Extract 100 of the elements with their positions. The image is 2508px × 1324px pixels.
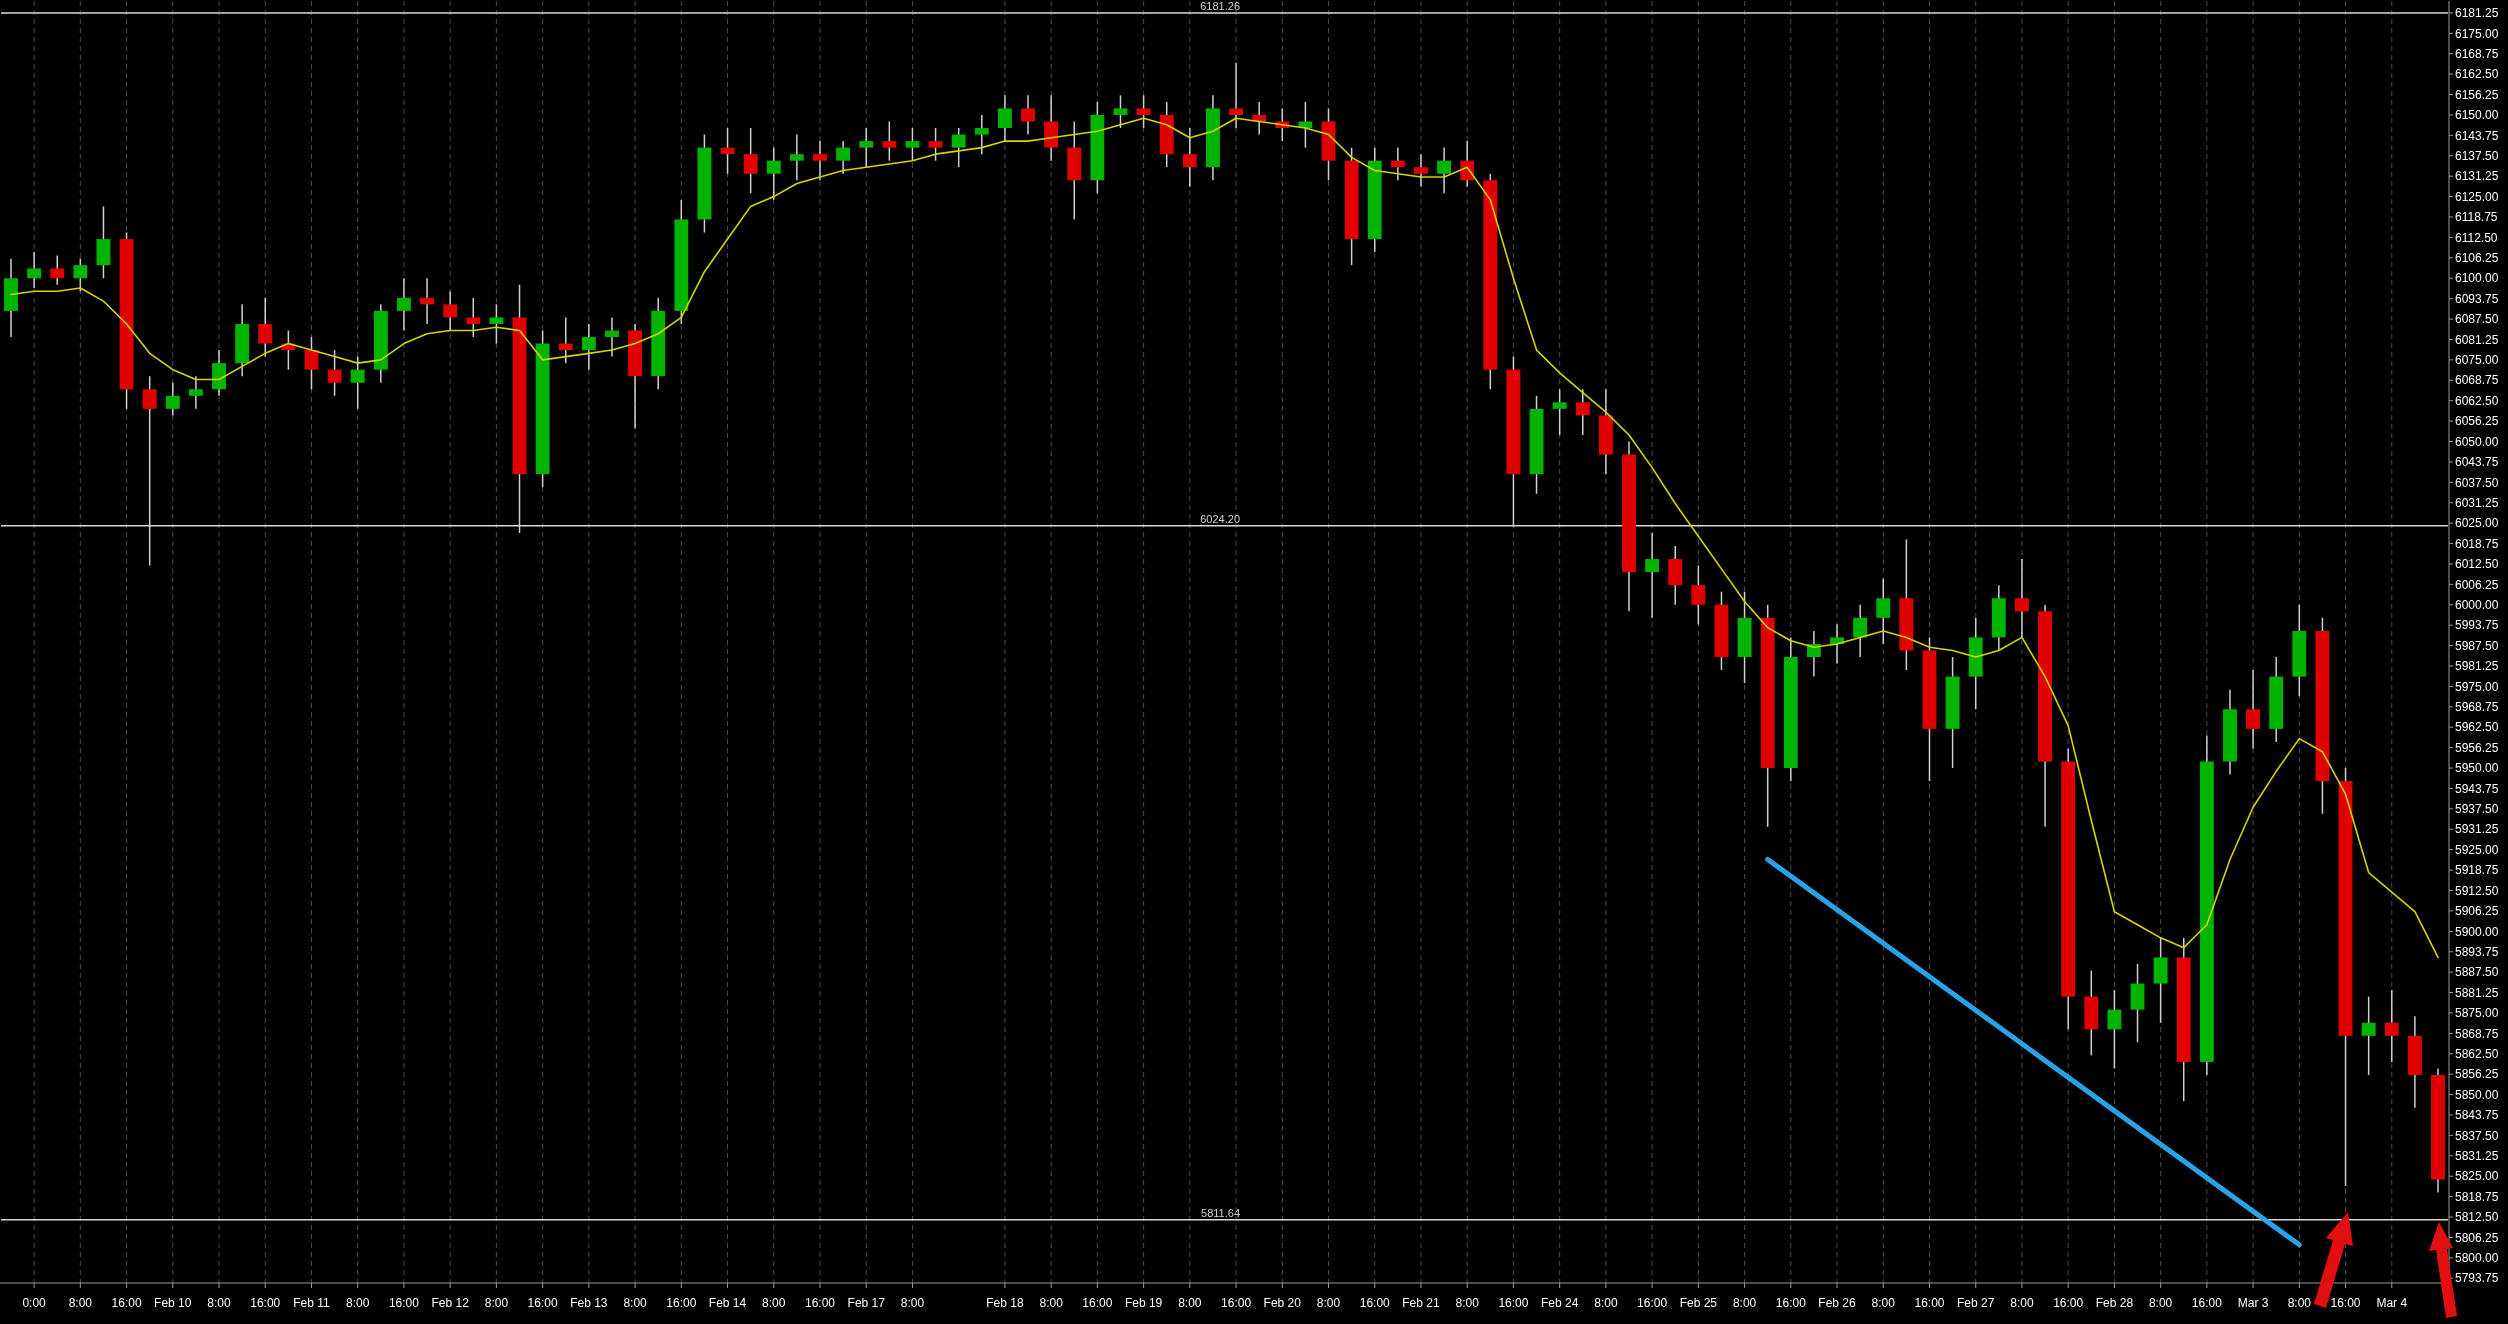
x-tick-label: 8:00 [2287, 1296, 2312, 1310]
y-tick-label: 5943.75 [2455, 781, 2499, 796]
candlestick [73, 257, 88, 293]
y-tick-label: 6162.50 [2455, 67, 2499, 82]
y-tick-label: 5837.50 [2455, 1128, 2499, 1143]
x-tick-label: 16:00 [527, 1296, 558, 1310]
x-tick-label: 0:00 [22, 1296, 47, 1310]
y-tick-label: 6112.50 [2455, 230, 2498, 245]
x-tick-label: Feb 12 [431, 1296, 470, 1310]
y-tick-label: 6150.00 [2455, 108, 2499, 123]
y-tick-label: 5806.25 [2455, 1230, 2499, 1245]
y-tick-label: 5931.25 [2455, 822, 2499, 837]
candlestick [1575, 388, 1590, 436]
x-tick-label: 8:00 [623, 1296, 648, 1310]
candlestick [443, 290, 458, 332]
x-tick-label: Mar 3 [2237, 1296, 2269, 1310]
y-tick-label: 5975.00 [2455, 679, 2499, 694]
y-tick-label: 6168.75 [2455, 46, 2499, 61]
x-tick-label: Feb 17 [847, 1296, 886, 1310]
x-tick-label: Feb 24 [1540, 1296, 1579, 1310]
y-tick-label: 5818.75 [2455, 1189, 2499, 1204]
y-tick-label: 5912.50 [2455, 883, 2499, 898]
x-tick-label: Feb 28 [2095, 1296, 2134, 1310]
x-tick-label: Mar 4 [2376, 1296, 2408, 1310]
candlestick [974, 114, 989, 155]
candlestick [836, 140, 851, 175]
candlestick [188, 375, 203, 410]
candlestick [1113, 94, 1128, 129]
x-tick-label: 16:00 [1498, 1296, 1529, 1310]
candlestick [1645, 532, 1660, 619]
y-tick-label: 6106.25 [2455, 251, 2499, 266]
y-tick-label: 6075.00 [2455, 353, 2499, 368]
x-tick-label: 16:00 [1637, 1296, 1668, 1310]
candlestick [951, 127, 966, 168]
candlestick [304, 336, 319, 391]
x-tick-label: 8:00 [1178, 1296, 1202, 1310]
candlestick [397, 277, 411, 332]
candlestick [997, 94, 1012, 142]
candlestick [1876, 577, 1891, 645]
x-tick-label: 8:00 [2010, 1296, 2034, 1310]
candlestick [2246, 669, 2261, 750]
candlestick [327, 349, 342, 397]
y-tick-label: 5856.25 [2455, 1067, 2499, 1082]
x-tick-label: 16:00 [2053, 1296, 2084, 1310]
x-tick-label: 16:00 [1221, 1296, 1252, 1310]
y-tick-label: 5868.75 [2455, 1026, 2499, 1041]
y-tick-label: 5850.00 [2455, 1087, 2499, 1102]
candlestick [928, 127, 943, 162]
candlestick [2361, 995, 2376, 1076]
y-tick-label: 5893.75 [2455, 944, 2499, 959]
x-tick-label: 16:00 [250, 1296, 281, 1310]
x-tick-label: 16:00 [666, 1296, 697, 1310]
y-tick-label: 6125.00 [2455, 189, 2499, 204]
candlestick [466, 297, 481, 338]
y-tick-label: 6031.25 [2455, 495, 2499, 510]
candlestick [1830, 623, 1844, 665]
x-tick-label: Feb 18 [986, 1296, 1024, 1310]
x-tick-label: 8:00 [207, 1296, 232, 1310]
x-tick-label: 16:00 [1914, 1296, 1945, 1310]
y-tick-label: 5918.75 [2455, 863, 2499, 878]
candlestick [882, 120, 897, 162]
y-tick-label: 5981.25 [2455, 659, 2499, 674]
x-tick-label: Feb 14 [708, 1296, 747, 1310]
y-tick-label: 6156.25 [2455, 87, 2499, 102]
y-tick-label: 6087.50 [2455, 312, 2499, 327]
candlestick [1437, 146, 1452, 195]
candlestick [350, 355, 365, 410]
x-tick-label: Feb 26 [1818, 1296, 1857, 1310]
y-tick-label: 6062.50 [2455, 393, 2499, 408]
x-tick-label: Feb 25 [1679, 1296, 1718, 1310]
candlestick [1136, 94, 1151, 129]
candlestick [2384, 989, 2399, 1063]
y-tick-label: 6012.50 [2455, 557, 2499, 572]
y-tick-label: 6118.75 [2455, 210, 2498, 225]
candlestick [766, 146, 781, 201]
candlestick [905, 127, 920, 162]
y-tick-label: 6081.25 [2455, 332, 2499, 347]
candlestick [2015, 558, 2029, 639]
y-tick-label: 5812.50 [2455, 1210, 2499, 1225]
y-tick-label: 6100.00 [2455, 271, 2499, 286]
candlestick [1691, 564, 1706, 626]
x-tick-label: 16:00 [1775, 1296, 1807, 1310]
y-tick-label: 6025.00 [2455, 516, 2499, 531]
x-tick-label: Feb 19 [1124, 1296, 1163, 1310]
y-tick-label: 5962.50 [2455, 720, 2499, 735]
y-tick-label: 6093.75 [2455, 291, 2499, 306]
x-tick-label: Feb 13 [570, 1296, 608, 1310]
candlestick [1853, 604, 1868, 658]
y-tick-label: 5968.75 [2455, 700, 2499, 715]
x-tick-label: Feb 10 [154, 1296, 192, 1310]
y-tick-label: 6181.25 [2455, 6, 2499, 21]
candlestick [813, 140, 827, 182]
x-tick-label: 16:00 [111, 1296, 142, 1310]
y-tick-label: 6037.50 [2455, 475, 2499, 490]
x-tick-label: Feb 21 [1402, 1296, 1440, 1310]
y-tick-label: 6018.75 [2455, 536, 2499, 551]
candlestick [1229, 61, 1243, 129]
x-tick-label: 16:00 [2191, 1296, 2223, 1310]
x-tick-label: 8:00 [1039, 1296, 1064, 1310]
candlestick [605, 316, 619, 358]
